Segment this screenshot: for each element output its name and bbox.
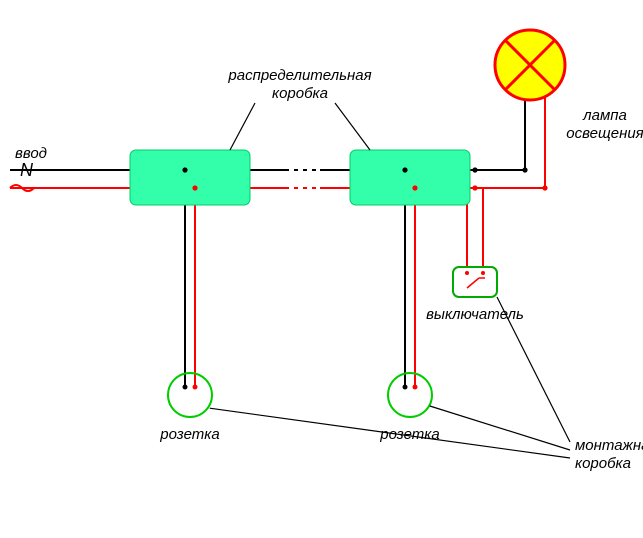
leader-line — [335, 103, 370, 150]
distribution-box-2 — [350, 150, 470, 205]
junction-node — [472, 167, 477, 172]
switch-terminal — [465, 271, 469, 275]
label-mount-box-2: коробка — [575, 455, 631, 472]
socket-pin — [403, 385, 408, 390]
socket-pin — [193, 385, 198, 390]
label-socket-1: розетка — [159, 426, 219, 443]
distribution-box-1 — [130, 150, 250, 205]
leader-line — [230, 103, 255, 150]
label-mount-box-1: монтажная — [575, 437, 643, 454]
junction-node — [472, 185, 477, 190]
leader-line — [497, 297, 570, 442]
switch-terminal — [481, 271, 485, 275]
socket-1-icon — [168, 373, 212, 417]
junction-node — [182, 167, 187, 172]
junction-node — [522, 167, 527, 172]
label-n: N — [20, 160, 34, 180]
label-socket-2: розетка — [379, 426, 439, 443]
socket-pin — [183, 385, 188, 390]
junction-node — [402, 167, 407, 172]
socket-pin — [413, 385, 418, 390]
junction-node — [412, 185, 417, 190]
switch-lever — [467, 278, 485, 288]
socket-2-icon — [388, 373, 432, 417]
junction-node — [192, 185, 197, 190]
label-dist-box-1: распределительная — [227, 67, 371, 84]
leader-line — [430, 406, 570, 450]
label-lamp-2: освещения — [566, 125, 643, 142]
label-dist-box-2: коробка — [272, 85, 328, 102]
label-lamp-1: лампа — [582, 107, 627, 124]
junction-node — [542, 185, 547, 190]
